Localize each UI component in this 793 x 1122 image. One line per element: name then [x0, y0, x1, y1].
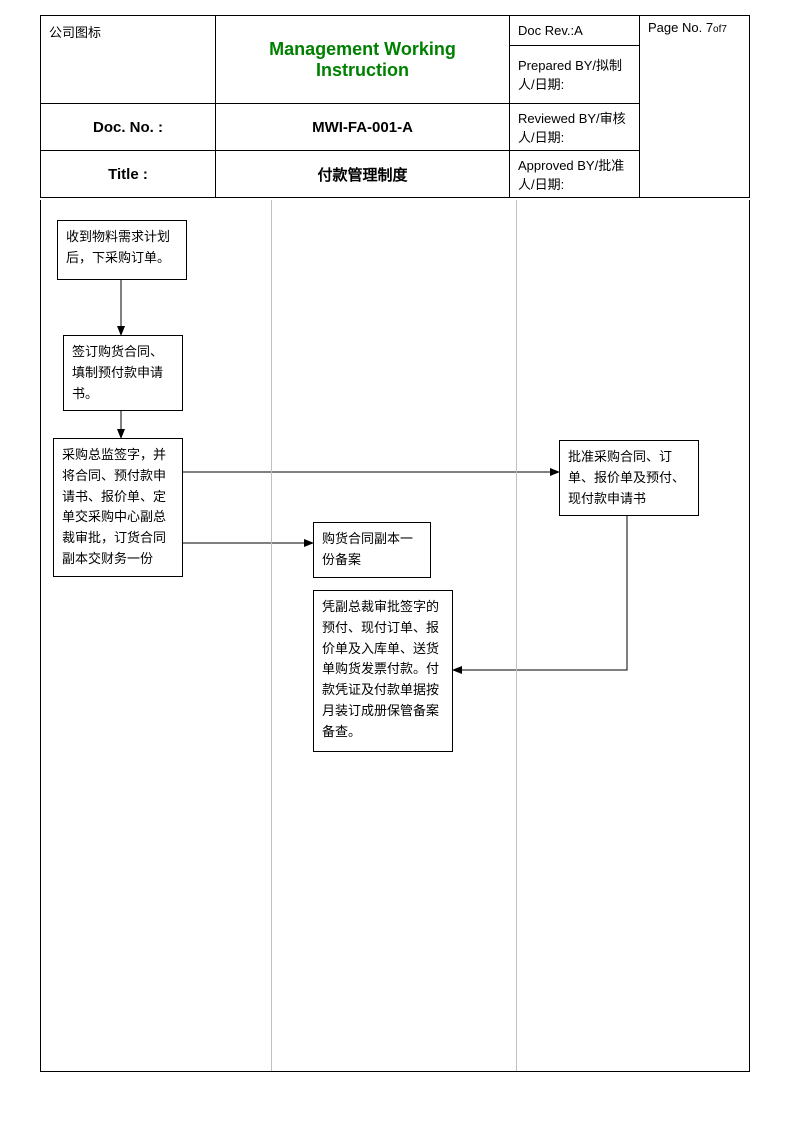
company-logo-label: 公司图标 [49, 25, 101, 40]
flow-node-n1: 收到物料需求计划后，下采购订单。 [57, 220, 187, 280]
doc-no-value: MWI-FA-001-A [216, 104, 510, 151]
prepared-by-cell: Prepared BY/拟制人/日期: [510, 45, 640, 103]
company-logo-cell: 公司图标 [41, 16, 216, 104]
page-no-cell: Page No. 7of7 [640, 16, 750, 198]
header-table: 公司图标 Management Working Instruction Doc … [40, 15, 750, 198]
page-no-suffix: of7 [713, 24, 727, 35]
column-divider-0 [271, 200, 272, 1071]
doc-no-label: Doc. No. : [41, 104, 216, 151]
flow-node-n2: 签订购货合同、填制预付款申请书。 [63, 335, 183, 411]
title-value: 付款管理制度 [216, 151, 510, 198]
column-divider-1 [516, 200, 517, 1071]
doc-rev: Doc Rev.:A [518, 23, 583, 38]
title-label: Title : [41, 151, 216, 198]
reviewed-by-cell: Reviewed BY/审核人/日期: [510, 104, 640, 151]
reviewed-by: Reviewed BY/审核人/日期: [518, 111, 626, 145]
doc-rev-cell: Doc Rev.:A [510, 16, 640, 46]
flow-edge-4 [453, 506, 627, 670]
flowchart-area: 收到物料需求计划后，下采购订单。签订购货合同、填制预付款申请书。采购总监签字，并… [40, 200, 750, 1072]
flow-node-n5: 批准采购合同、订单、报价单及预付、现付款申请书 [559, 440, 699, 516]
page-no-prefix: Page No. 7 [648, 20, 713, 35]
management-title-cell: Management Working Instruction [216, 16, 510, 104]
prepared-by: Prepared BY/拟制人/日期: [518, 58, 622, 92]
flow-node-n6: 凭副总裁审批签字的预付、现付订单、报价单及入库单、送货单购货发票付款。付款凭证及… [313, 590, 453, 752]
approved-by: Approved BY/批准人/日期: [518, 158, 624, 192]
management-title-line2: Instruction [316, 60, 409, 80]
management-title-line1: Management Working [269, 39, 456, 59]
flow-node-n4: 购货合同副本一份备案 [313, 522, 431, 578]
flow-node-n3: 采购总监签字，并将合同、预付款申请书、报价单、定单交采购中心副总裁审批，订货合同… [53, 438, 183, 577]
approved-by-cell: Approved BY/批准人/日期: [510, 151, 640, 198]
